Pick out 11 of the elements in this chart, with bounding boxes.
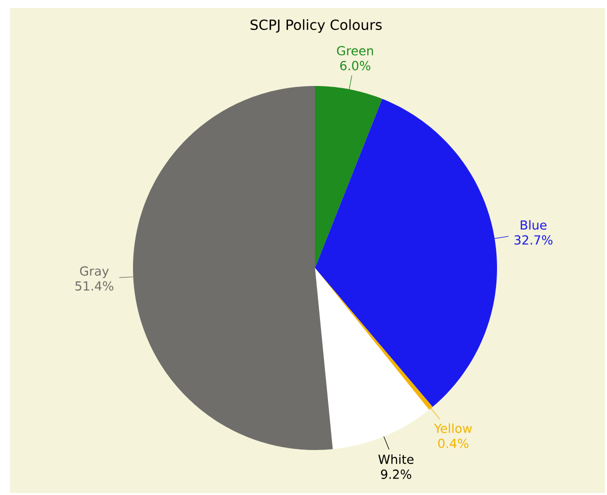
data-label: 51.4% — [75, 281, 114, 291]
slice-label: Blue — [520, 220, 546, 230]
slice-label: White — [378, 454, 414, 464]
slice-label: Green — [337, 46, 373, 56]
data-label: 9.2% — [381, 470, 412, 479]
slice-label: Yellow — [434, 423, 472, 434]
data-label: 0.4% — [438, 438, 468, 448]
data-label: 6.0% — [340, 60, 370, 70]
chart-title: SCPJ Policy Colours — [250, 19, 382, 33]
slice-label: Gray — [80, 266, 109, 278]
data-label: 32.7% — [514, 235, 552, 245]
